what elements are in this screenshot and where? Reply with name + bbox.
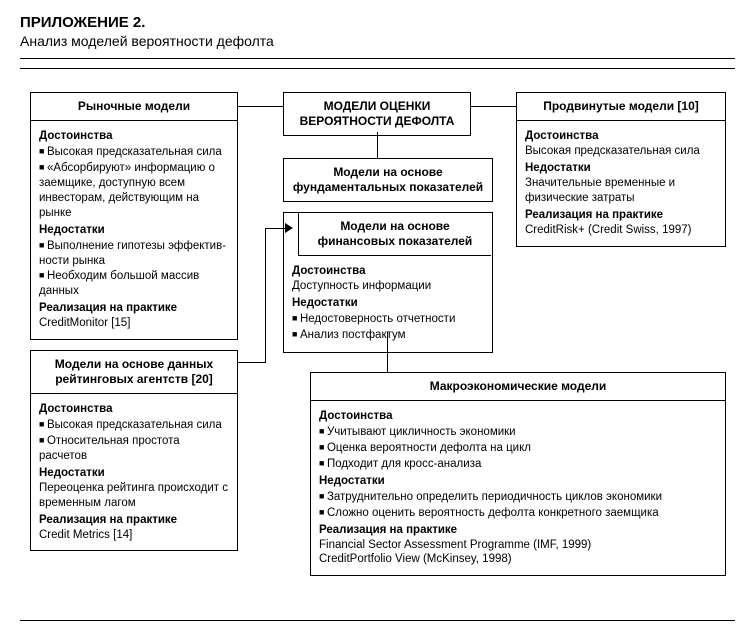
box-rating-title: Модели на основе данных рейтинговых аген… [31,351,237,394]
list-item: Анализ постфактум [292,328,484,343]
list-item: Подходит для кросс-анализа [319,457,717,472]
box-financial-title-text: Модели на основе финансовых показателей [299,213,491,255]
box-rating: Модели на основе данных рейтинговых аген… [30,350,238,551]
label-disadvantages: Недостатки [292,296,484,311]
label-advantages: Достоинства [39,129,229,144]
connector-line [265,228,266,362]
page-subtitle: Анализ моделей вероятности дефолта [20,33,735,49]
box-financial-wrap: Модели на основе финансовых показателей … [283,212,493,353]
box-market: Рыночные модели Достоинства Высокая пред… [30,92,238,340]
list-item: Высокая предсказательная сила [39,418,229,433]
impl-text: CreditPortfolio View (McKinsey, 1998) [319,552,717,567]
list-item: Высокая предсказательная сила [39,145,229,160]
text: Доступность информации [292,279,484,294]
connector-line [238,362,266,363]
label-advantages: Достоинства [292,264,484,279]
diagram-canvas: МОДЕЛИ ОЦЕНКИ ВЕРОЯТНОСТИ ДЕФОЛТА Рыночн… [0,72,755,640]
box-fundamental-title: Модели на основе фундаментальных показат… [284,159,492,201]
rule-top-1 [20,58,735,59]
list-item: Выполнение гипотезы эффектив­ности рынка [39,239,229,269]
box-fundamental: Модели на основе фундаментальных показат… [283,158,493,202]
connector-line [377,132,378,158]
label-disadvantages: Недостатки [39,223,229,238]
list-item: Недостоверность отчетности [292,312,484,327]
impl-text: CreditRisk+ (Credit Swiss, 1997) [525,223,717,238]
list-item: Необходим большой массив данных [39,269,229,299]
list-item: Сложно оценить вероятность дефолта конкр… [319,506,717,521]
box-financial-title: Модели на основе финансовых показателей [298,213,491,256]
label-disadvantages: Недостатки [39,466,229,481]
rule-top-2 [20,68,735,69]
list-item: Относительная простота расчетов [39,434,229,464]
connector-line [265,228,285,229]
text: Высокая предсказательная сила [525,144,717,159]
page-title: ПРИЛОЖЕНИЕ 2. [20,14,735,31]
list-item: Затруднительно определить периодичность … [319,490,717,505]
box-market-title: Рыночные модели [31,93,237,121]
label-implementation: Реализация на практике [319,523,717,538]
box-macro: Макроэкономические модели Достоинства Уч… [310,372,726,576]
box-root-title: МОДЕЛИ ОЦЕНКИ ВЕРОЯТНОСТИ ДЕФОЛТА [284,93,470,135]
box-advanced-title: Продвинутые модели [10] [517,93,725,121]
text: Переоценка рейтинга происходит с временн… [39,481,229,511]
label-advantages: Достоинства [525,129,717,144]
connector-line [387,332,388,372]
label-implementation: Реализация на практике [39,513,229,528]
impl-text: Financial Sector Assessment Programme (I… [319,538,717,553]
box-root: МОДЕЛИ ОЦЕНКИ ВЕРОЯТНОСТИ ДЕФОЛТА [283,92,471,136]
label-implementation: Реализация на практике [39,301,229,316]
list-item: Оценка вероятности дефолта на цикл [319,441,717,456]
label-disadvantages: Недостатки [319,474,717,489]
list-item: «Абсорбируют» информацию о заемщике, дос… [39,161,229,221]
connector-line [238,106,283,107]
impl-text: Credit Metrics [14] [39,528,229,543]
impl-text: CreditMonitor [15] [39,316,229,331]
text: Значительные временные и физические затр… [525,176,717,206]
box-advanced: Продвинутые модели [10] Достоинства Высо… [516,92,726,247]
label-implementation: Реализация на практике [525,208,717,223]
arrow-icon [285,223,293,233]
label-advantages: Достоинства [39,402,229,417]
label-disadvantages: Недостатки [525,161,717,176]
box-macro-title: Макроэкономические модели [311,373,725,401]
label-advantages: Достоинства [319,409,717,424]
list-item: Учитывают цикличность экономики [319,425,717,440]
connector-line [471,106,516,107]
